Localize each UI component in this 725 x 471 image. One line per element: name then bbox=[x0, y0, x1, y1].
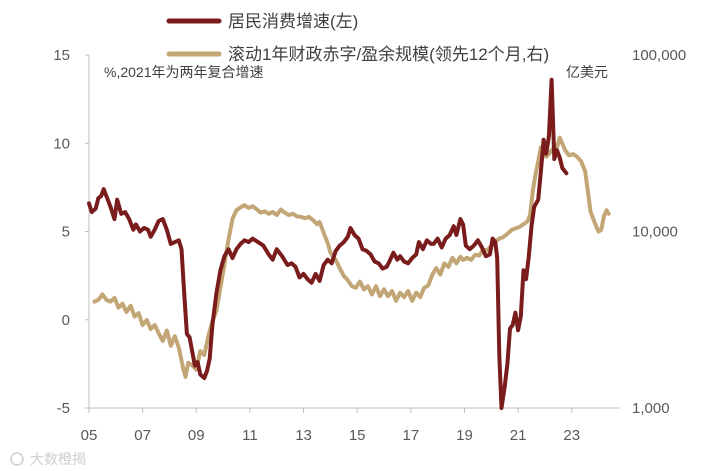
watermark-logo-icon bbox=[10, 452, 24, 466]
left-tick-label: 10 bbox=[53, 135, 70, 152]
x-tick-label: 15 bbox=[349, 427, 366, 444]
left-axis-note: %,2021年为两年复合增速 bbox=[104, 64, 263, 80]
x-tick-label: 09 bbox=[188, 427, 205, 444]
series-layer bbox=[87, 77, 611, 410]
x-tick-label: 21 bbox=[510, 427, 527, 444]
right-tick-label: 1,000 bbox=[632, 400, 670, 417]
x-tick-label: 23 bbox=[563, 427, 580, 444]
x-tick-label: 19 bbox=[456, 427, 473, 444]
left-tick-label: 0 bbox=[62, 312, 70, 329]
legend-label-fiscal: 滚动1年财政赤字/盈余规模(领先12个月,右) bbox=[228, 45, 549, 64]
series-line-consumption bbox=[87, 77, 569, 410]
right-axis-note: 亿美元 bbox=[566, 64, 608, 80]
watermark-text: 大数橙揭 bbox=[30, 451, 86, 467]
x-tick-label: 17 bbox=[402, 427, 419, 444]
x-tick-label: 13 bbox=[295, 427, 312, 444]
watermark: 大数橙揭 bbox=[10, 451, 86, 467]
right-axis-ticks: 100,000 10,000 1,000 bbox=[632, 47, 686, 417]
x-tick-label: 05 bbox=[81, 427, 98, 444]
left-tick-label: -5 bbox=[57, 400, 70, 417]
x-axis-ticks: 05 07 09 11 13 15 17 19 21 23 bbox=[81, 408, 580, 444]
left-tick-label: 5 bbox=[62, 224, 70, 241]
right-tick-label: 100,000 bbox=[632, 47, 686, 64]
left-tick-label: 15 bbox=[53, 47, 70, 64]
x-tick-label: 07 bbox=[134, 427, 151, 444]
x-tick-label: 11 bbox=[242, 427, 258, 444]
series-line-fiscal bbox=[92, 135, 611, 379]
legend-label-consumption: 居民消费增速(左) bbox=[228, 12, 358, 31]
right-tick-label: 10,000 bbox=[632, 224, 678, 241]
left-axis-ticks: 15 10 5 0 -5 bbox=[53, 47, 89, 417]
legend: 居民消费增速(左) 滚动1年财政赤字/盈余规模(领先12个月,右) bbox=[166, 12, 549, 64]
